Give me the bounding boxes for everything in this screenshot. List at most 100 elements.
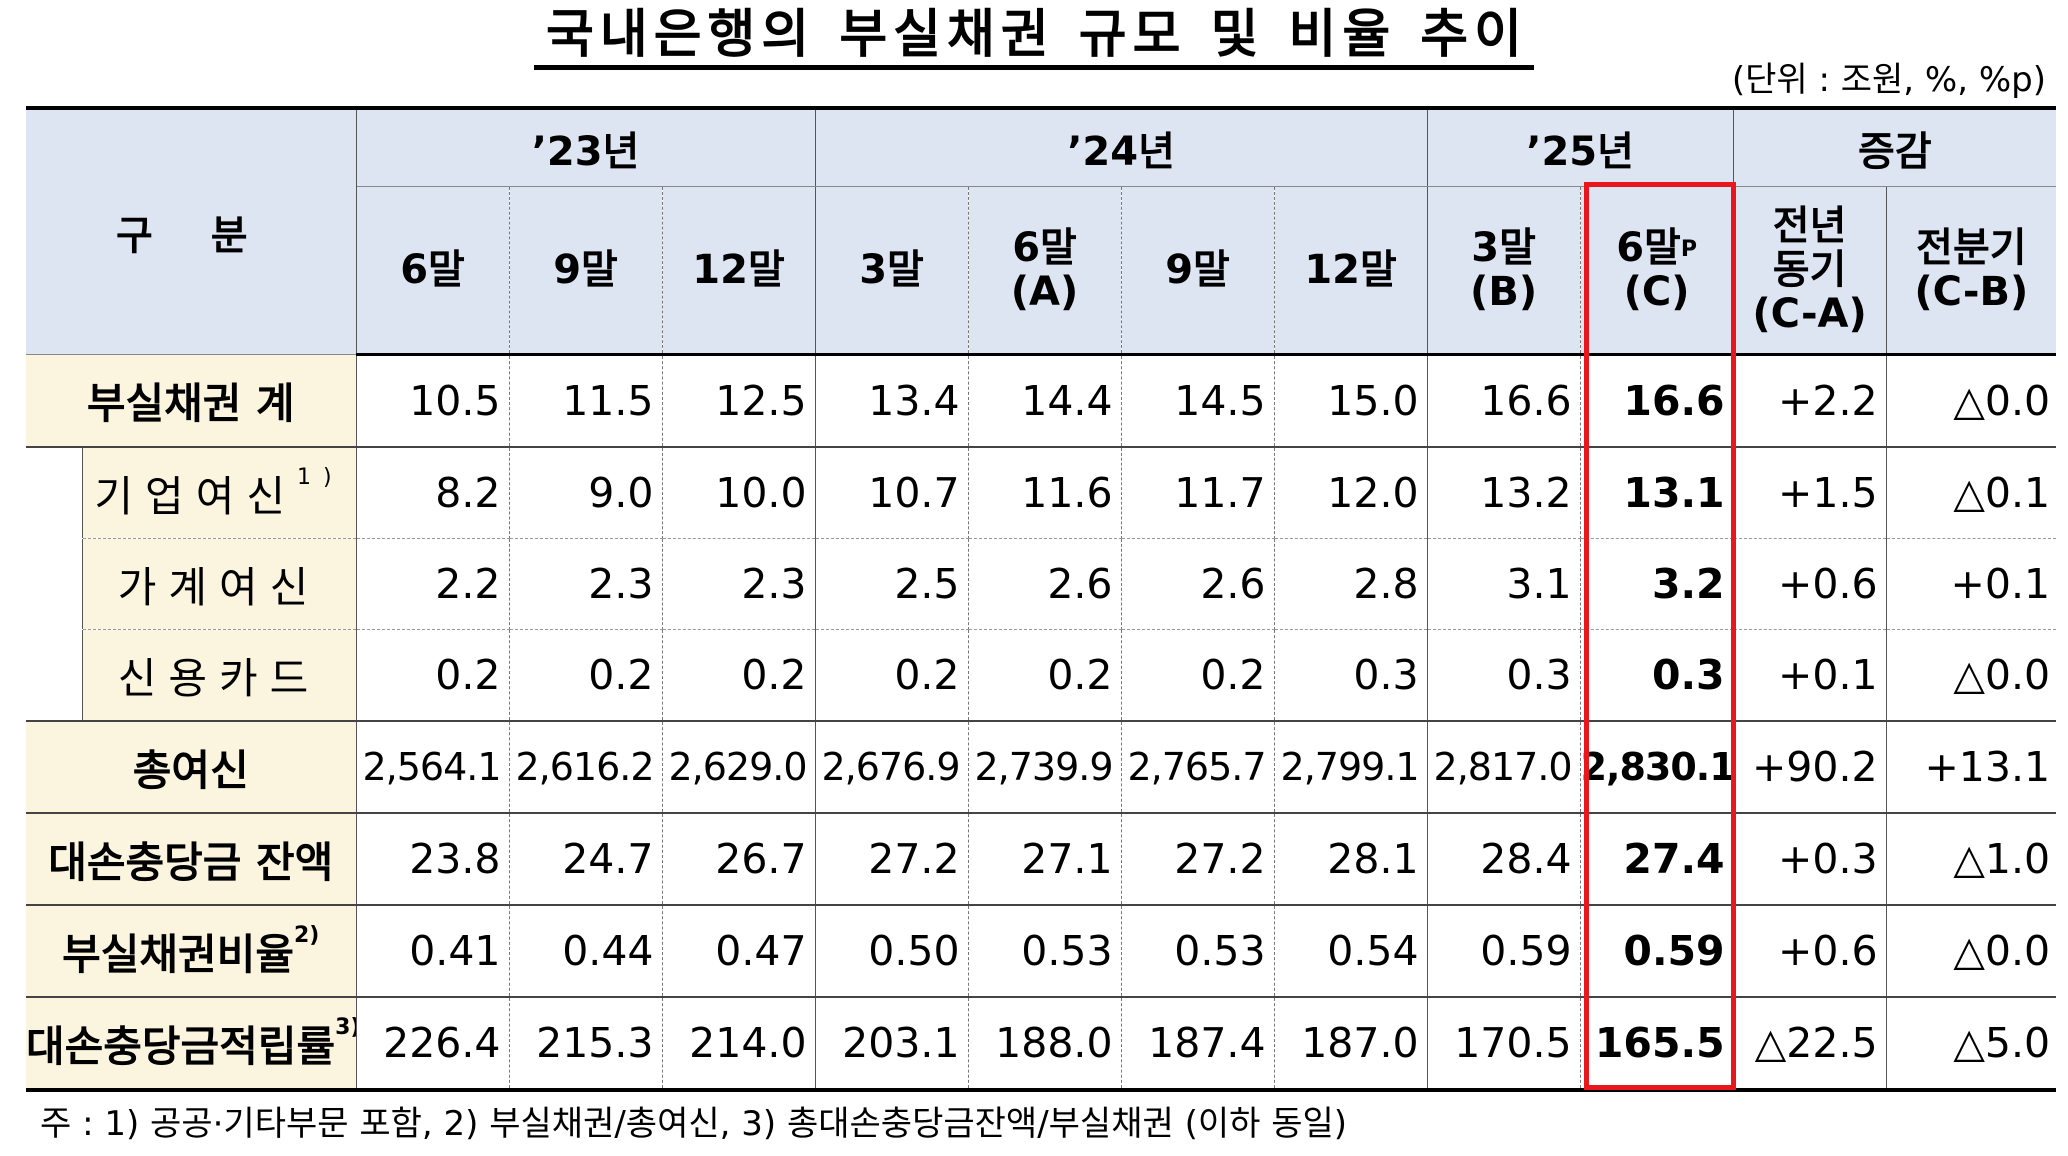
table-cell: 13.4	[815, 354, 969, 448]
header-year-2023: ’23년	[356, 108, 816, 187]
col-change-qoq: 전분기 (C-B)	[1886, 186, 2057, 356]
col-2024-6: 6말 (A)	[968, 186, 1122, 356]
table-cell: △1.0	[1886, 813, 2057, 906]
table-cell: +1.5	[1733, 447, 1887, 539]
table-cell: 2,564.1	[356, 721, 510, 814]
table-cell: 9.0	[509, 447, 663, 539]
table-row: 가계여신 2.2 2.3 2.3 2.5 2.6 2.6 2.8 3.1 3.2 +0.6 +0.1	[26, 538, 2057, 630]
col-2023-12: 12말	[662, 186, 816, 356]
table-cell: 203.1	[815, 997, 969, 1090]
table-cell: 2,765.7	[1121, 721, 1275, 814]
table-cell: 0.53	[968, 905, 1122, 998]
table-cell: 10.5	[356, 354, 510, 448]
table-cell: 0.3	[1580, 629, 1734, 722]
row-label: 총여신	[26, 721, 357, 814]
table-cell: 0.44	[509, 905, 663, 998]
table-cell: 215.3	[509, 997, 663, 1090]
table-cell: 2,817.0	[1427, 721, 1581, 814]
table-cell: 0.47	[662, 905, 816, 998]
col-2024-9: 9말	[1121, 186, 1275, 356]
table-cell: 26.7	[662, 813, 816, 906]
table-cell: 16.6	[1427, 354, 1581, 448]
row-indent	[26, 629, 83, 722]
table-cell: 28.4	[1427, 813, 1581, 906]
table-cell: 12.0	[1274, 447, 1428, 539]
table-cell: +90.2	[1733, 721, 1887, 814]
header-change: 증감	[1733, 108, 2057, 187]
row-label: 부실채권 계	[26, 354, 357, 448]
footnote: 주 : 1) 공공·기타부문 포함, 2) 부실채권/총여신, 3) 총대손충당…	[40, 1104, 1348, 1144]
page-title: 국내은행의 부실채권 규모 및 비율 추이	[0, 4, 2068, 70]
table-cell: 2,676.9	[815, 721, 969, 814]
col-2025-3: 3말 (B)	[1427, 186, 1581, 356]
col-2024-3: 3말	[815, 186, 969, 356]
table-cell: 0.41	[356, 905, 510, 998]
table-cell: 0.59	[1427, 905, 1581, 998]
table-cell: 8.2	[356, 447, 510, 539]
table-cell: 0.50	[815, 905, 969, 998]
table-cell: △0.0	[1886, 905, 2057, 998]
header-gubun: 구분	[26, 108, 357, 355]
table-cell: 23.8	[356, 813, 510, 906]
table-cell: +2.2	[1733, 354, 1887, 448]
table-cell: 170.5	[1427, 997, 1581, 1090]
table-row: 대손충당금적립률3)226.4215.3214.0203.1188.0187.4…	[26, 997, 2056, 1090]
table-cell: 2.5	[815, 538, 969, 630]
table-cell: 2.2	[356, 538, 510, 630]
row-indent	[26, 538, 83, 630]
table-row: 대손충당금 잔액 23.8 24.7 26.7 27.2 27.1 27.2 28.1 28.4…	[26, 813, 2057, 906]
table-cell: 2,616.2	[509, 721, 663, 814]
table-cell: 188.0	[968, 997, 1122, 1090]
table-cell: 0.3	[1274, 629, 1428, 722]
table-cell: 165.5	[1580, 997, 1734, 1090]
table-cell: 27.2	[1121, 813, 1275, 906]
table-cell: 14.4	[968, 354, 1122, 448]
table-cell: 11.7	[1121, 447, 1275, 539]
table-row: 신용카드 0.2 0.2 0.2 0.2 0.2 0.2 0.3 0.3 0.3 +0.1 △0.0	[26, 629, 2057, 722]
table-cell: +0.6	[1733, 538, 1887, 630]
row-indent	[26, 447, 83, 539]
table-cell: 12.5	[662, 354, 816, 448]
header-year-2025: ’25년	[1427, 108, 1734, 187]
table-cell: △22.5	[1733, 997, 1887, 1090]
table-cell: 13.2	[1427, 447, 1581, 539]
row-label: 대손충당금 잔액	[26, 813, 357, 906]
unit-note: (단위 : 조원, %, %p)	[1731, 60, 2046, 100]
table-cell: +0.1	[1733, 629, 1887, 722]
row-label: 대손충당금적립률3)	[26, 997, 357, 1090]
table-cell: 2.6	[968, 538, 1122, 630]
table-cell: 2,830.1	[1580, 721, 1734, 814]
table-cell: 0.2	[968, 629, 1122, 722]
table-cell: 187.0	[1274, 997, 1428, 1090]
table-cell: 11.6	[968, 447, 1122, 539]
table-cell: 13.1	[1580, 447, 1734, 539]
table-cell: 11.5	[509, 354, 663, 448]
table-cell: 3.2	[1580, 538, 1734, 630]
table-cell: 16.6	[1580, 354, 1734, 448]
table-cell: 3.1	[1427, 538, 1581, 630]
col-2025-6: 6말P (C)	[1580, 186, 1734, 356]
table-cell: 0.53	[1121, 905, 1275, 998]
table-cell: +0.3	[1733, 813, 1887, 906]
row-label: 신용카드	[82, 629, 357, 722]
table-cell: 15.0	[1274, 354, 1428, 448]
table-cell: 2,739.9	[968, 721, 1122, 814]
table-cell: 10.7	[815, 447, 969, 539]
table-cell: 28.1	[1274, 813, 1428, 906]
header-year-2024: ’24년	[815, 108, 1428, 187]
table-cell: 0.3	[1427, 629, 1581, 722]
table-cell: 2.8	[1274, 538, 1428, 630]
table-cell: 226.4	[356, 997, 510, 1090]
table-cell: +13.1	[1886, 721, 2057, 814]
table-cell: 10.0	[662, 447, 816, 539]
table-cell: 0.2	[1121, 629, 1275, 722]
table-cell: +0.1	[1886, 538, 2057, 630]
table-cell: 2.3	[509, 538, 663, 630]
table-cell: △0.0	[1886, 629, 2057, 722]
table-cell: 27.1	[968, 813, 1122, 906]
table-cell: 0.2	[662, 629, 816, 722]
table-row: 총여신 2,564.1 2,616.2 2,629.0 2,676.9 2,739.9 2,…	[26, 721, 2057, 814]
table-cell: 27.4	[1580, 813, 1734, 906]
table-cell: △0.0	[1886, 354, 2057, 448]
table-cell: 0.59	[1580, 905, 1734, 998]
